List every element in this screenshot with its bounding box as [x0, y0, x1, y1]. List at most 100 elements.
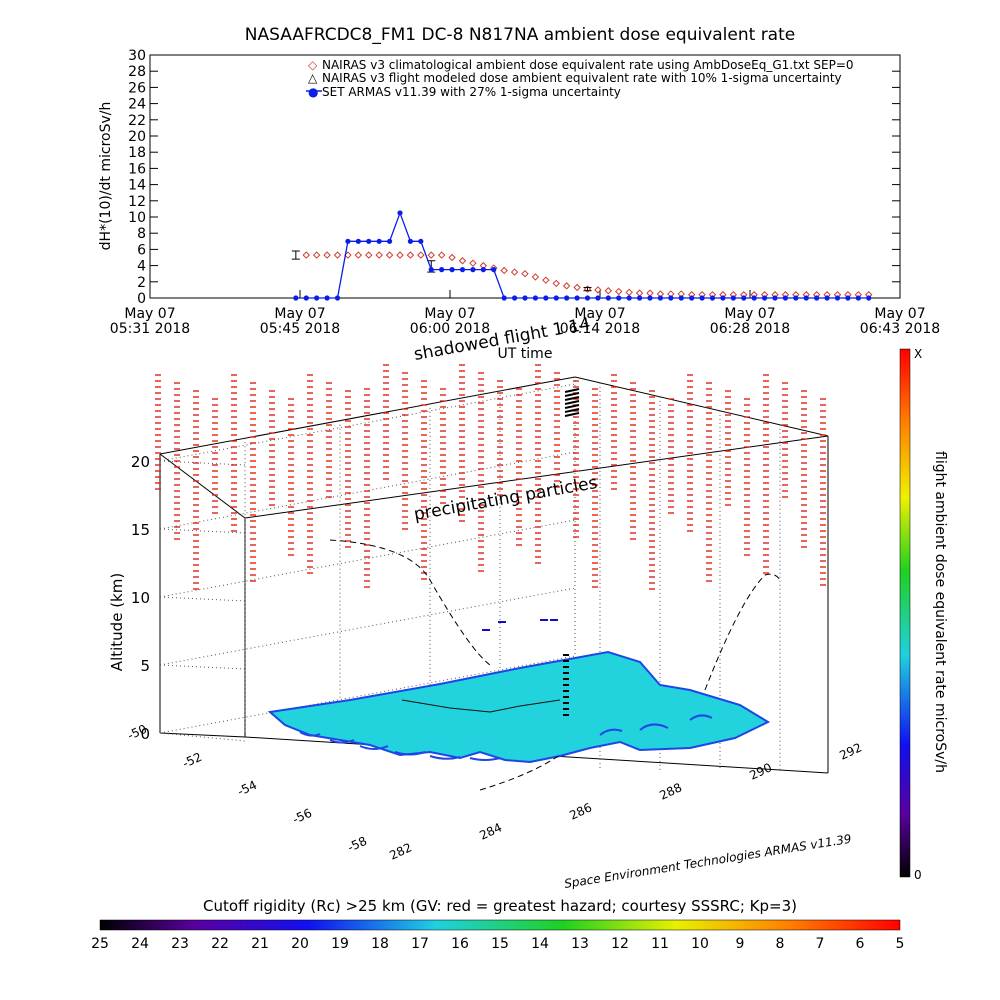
rigidity-tick-label: 22 [211, 936, 229, 952]
grid-line [159, 596, 246, 602]
longitude-tick-label: 292 [837, 740, 864, 762]
armas-point [595, 295, 601, 301]
latitude-tick-label: -58 [345, 834, 369, 855]
top-y-tick-label: 4 [137, 259, 146, 275]
armas-point [324, 295, 330, 301]
clim-point [406, 251, 415, 259]
clim-point [510, 268, 519, 276]
rigidity-tick-label: 21 [251, 936, 269, 952]
land-mass [267, 650, 771, 764]
clim-point [562, 282, 571, 290]
country-border [401, 699, 561, 713]
top-x-tick-time: 05:45 2018 [260, 321, 340, 337]
grid-line [159, 519, 576, 598]
rigidity-tick-label: 7 [816, 936, 825, 952]
dose-colorbar-bottom-label: 0 [914, 868, 922, 882]
top-y-tick-label: 6 [137, 242, 146, 258]
armas-point [314, 295, 320, 301]
armas-point [564, 295, 570, 301]
armas-point [376, 238, 382, 244]
clim-point [396, 251, 404, 259]
annotation-precipitating-particles: precipitating particles [412, 473, 599, 525]
clim-point [583, 285, 592, 293]
top-x-tick-time: 06:00 2018 [410, 321, 490, 337]
track-mark [564, 404, 580, 409]
armas-point [334, 295, 341, 301]
clim-point [635, 289, 644, 297]
armas-point [866, 295, 872, 301]
top-y-tick-label: 16 [128, 161, 146, 177]
dose-colorbar [899, 348, 911, 878]
top-x-tick-time: 06:14 2018 [560, 321, 640, 337]
rigidity-tick-label: 17 [411, 936, 429, 952]
clim-point [615, 287, 623, 296]
armas-point [501, 295, 507, 301]
clim-point [625, 288, 633, 297]
top-x-tick-date: May 07 [124, 306, 175, 322]
armas-point [678, 295, 684, 301]
armas-point [439, 267, 445, 273]
flight-track-3d [329, 388, 781, 791]
clim-point [531, 273, 540, 281]
longitude-tick-label: 288 [657, 780, 684, 802]
top-y-tick-label: 24 [128, 97, 146, 113]
armas-point [761, 295, 768, 301]
armas-point [584, 295, 591, 301]
clim-point [385, 251, 394, 259]
armas-point [459, 267, 466, 273]
rigidity-tick-label: 25 [91, 936, 109, 952]
top-y-tick-label: 18 [128, 145, 146, 161]
altitude-axis-label: Altitude (km) [108, 573, 126, 671]
top-x-tick-time: 06:28 2018 [710, 321, 790, 337]
armas-point [751, 295, 757, 301]
clim-point [594, 286, 602, 294]
armas-point [689, 295, 695, 301]
annotation-credit: Space Environment Technologies ARMAS v11… [563, 832, 852, 891]
clim-point [542, 276, 550, 284]
armas-point [345, 238, 351, 244]
armas-point [803, 295, 809, 301]
armas-point [293, 295, 299, 301]
armas-point [824, 295, 830, 301]
armas-point [386, 238, 393, 244]
clim-point [437, 251, 446, 259]
clim-point [417, 251, 425, 259]
armas-point [366, 238, 372, 244]
armas-point [553, 295, 559, 301]
clim-point [552, 279, 560, 288]
armas-point [532, 295, 539, 301]
top-x-tick-date: May 07 [574, 306, 625, 322]
armas-point [741, 295, 747, 301]
top-y-tick-label: 20 [128, 129, 146, 145]
dose-colorbar-title: flight ambient dose equivalent rate micr… [932, 451, 948, 773]
clim-point [646, 289, 654, 297]
armas-point [491, 267, 497, 273]
legend-symbol-nairas-model: △ [308, 71, 318, 85]
top-x-tick-date: May 07 [724, 306, 775, 322]
armas-point [834, 295, 841, 301]
longitude-tick-label: 290 [747, 760, 774, 782]
clim-point [604, 287, 613, 295]
top-y-tick-label: 8 [137, 226, 146, 242]
armas-point [772, 295, 778, 301]
latitude-tick-label: -52 [180, 750, 204, 771]
rigidity-tick-label: 20 [291, 936, 309, 952]
top-x-tick-date: May 07 [874, 306, 925, 322]
flight-track-ground [479, 754, 561, 791]
clim-point [500, 266, 508, 275]
clim-point [323, 251, 331, 259]
armas-point [814, 295, 820, 301]
top-y-tick-label: 28 [128, 64, 146, 80]
armas-point [397, 210, 403, 216]
top-y-tick-label: 14 [128, 178, 146, 194]
armas-point [782, 295, 789, 301]
top-x-tick-date: May 07 [274, 306, 325, 322]
armas-point [449, 267, 455, 273]
rigidity-tick-label: 16 [451, 936, 469, 952]
armas-point [470, 267, 476, 273]
rigidity-tick-label: 11 [651, 936, 669, 952]
armas-point [543, 295, 549, 301]
longitude-tick-label: 286 [567, 800, 594, 822]
armas-point [522, 295, 528, 301]
